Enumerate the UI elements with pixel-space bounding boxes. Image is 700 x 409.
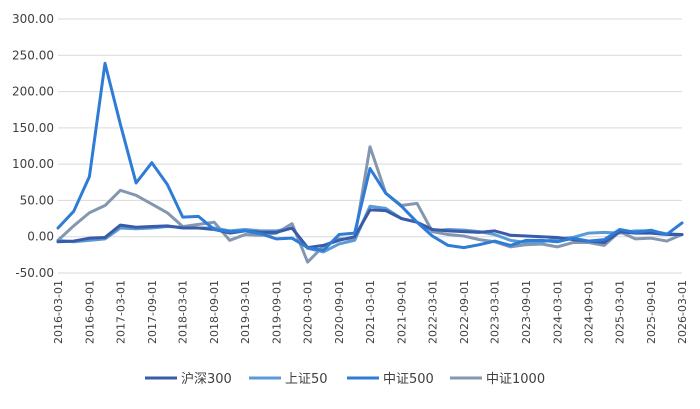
x-tick-label: 2017-03-01: [114, 280, 127, 344]
x-tick-label: 2020-03-01: [302, 280, 315, 344]
x-tick-label: 2024-03-01: [551, 280, 564, 344]
series-lines: [56, 61, 684, 264]
series-line: [56, 145, 684, 264]
x-tick-label: 2025-09-01: [645, 280, 658, 344]
x-tick-label: 2017-09-01: [146, 280, 159, 344]
legend-item: 上证50: [249, 372, 328, 387]
x-tick-label: 2019-03-01: [239, 280, 252, 344]
x-tick-label: 2016-03-01: [52, 280, 65, 344]
x-tick-label: 2016-09-01: [83, 280, 96, 344]
legend-item: 中证1000: [450, 372, 545, 387]
legend-label: 中证1000: [486, 372, 545, 387]
y-tick-label: 50.00: [20, 193, 54, 207]
x-tick-label: 2018-03-01: [177, 280, 190, 344]
x-tick-label: 2024-09-01: [583, 280, 596, 344]
x-tick-label: 2026-03-01: [676, 280, 689, 344]
x-axis-tick-labels: 2016-03-01 2016-09-01 2017-03-01 2017-09-01…: [52, 280, 689, 344]
legend: 沪深300 上证50 中证500 中证1000: [145, 371, 545, 387]
series-line: [56, 61, 684, 252]
y-tick-label: 200.00: [12, 85, 54, 99]
y-tick-label: 250.00: [12, 48, 54, 62]
x-tick-label: 2021-03-01: [364, 280, 377, 344]
y-tick-label: 0.00: [27, 230, 54, 244]
x-tick-label: 2023-03-01: [489, 280, 502, 344]
legend-item: 中证500: [347, 372, 434, 387]
y-tick-label: 300.00: [12, 12, 54, 26]
x-tick-label: 2021-09-01: [395, 280, 408, 344]
y-axis-tick-labels: 300.00 250.00 200.00 150.00 100.00 50.00 0.00 -…: [12, 12, 54, 280]
legend-label: 上证50: [285, 372, 328, 387]
x-tick-label: 2022-09-01: [458, 280, 471, 344]
x-tick-label: 2018-09-01: [208, 280, 221, 344]
x-tick-label: 2023-09-01: [520, 280, 533, 344]
legend-label: 中证500: [383, 372, 434, 387]
legend-label: 沪深300: [181, 371, 232, 387]
x-tick-label: 2025-03-01: [614, 280, 627, 344]
y-tick-label: 100.00: [12, 157, 54, 171]
x-tick-label: 2019-09-01: [271, 280, 284, 344]
legend-item: 沪深300: [145, 371, 232, 387]
y-tick-label: 150.00: [12, 121, 54, 135]
x-tick-label: 2022-03-01: [426, 280, 439, 344]
x-tick-label: 2020-09-01: [333, 280, 346, 344]
y-tick-label: -50.00: [15, 266, 54, 280]
